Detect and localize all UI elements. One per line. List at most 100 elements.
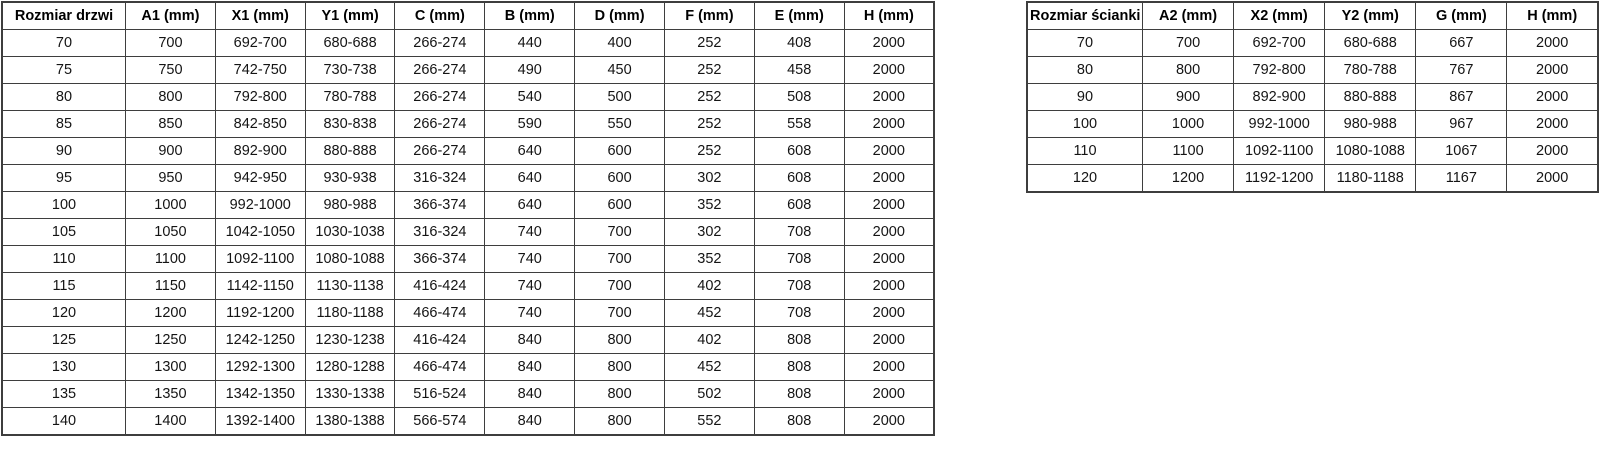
table-cell: 100 [1,191,126,219]
table-row: 125 1250 1242-1250 1230-1238 416-424 840 800 40… [1,326,935,354]
column-header: D (mm) [574,1,665,30]
table-cell: 252 [663,29,755,57]
table-cell: 600 [574,191,665,219]
table-cell: 900 [125,137,216,165]
table-cell: 700 [574,272,665,300]
table-cell: 266-274 [394,56,486,84]
table-cell: 800 [574,353,665,381]
table-cell: 416-424 [394,326,486,354]
table-row: 95 950 942-950 930-938 316-324 640 600 302 608 20… [1,164,935,192]
table-cell: 600 [574,164,665,192]
table-cell: 120 [1,299,126,327]
table-cell: 252 [663,83,755,111]
door-sizes-table-body: 70 700 692-700 680-688 266-274 440 400 252 408 20… [1,29,935,436]
column-header: Rozmiar drzwi [1,1,126,30]
table-cell: 1350 [125,380,216,408]
table-cell: 2000 [843,272,935,300]
table-cell: 1067 [1415,137,1508,165]
table-cell: 516-524 [394,380,486,408]
table-cell: 2000 [843,56,935,84]
table-cell: 840 [484,326,576,354]
table-cell: 266-274 [394,137,486,165]
table-cell: 800 [574,380,665,408]
table-cell: 1192-1200 [1233,164,1326,193]
table-cell: 2000 [1506,56,1599,84]
table-cell: 1400 [125,407,216,436]
table-cell: 1000 [1141,110,1235,138]
table-cell: 608 [753,137,845,165]
table-cell: 942-950 [214,164,306,192]
table-cell: 550 [574,110,665,138]
table-cell: 980-988 [304,191,396,219]
table-cell: 70 [1026,29,1143,57]
table-cell: 466-474 [394,353,486,381]
table-cell: 2000 [843,137,935,165]
table-cell: 590 [484,110,576,138]
table-cell: 352 [663,245,755,273]
table-cell: 80 [1026,56,1143,84]
table-cell: 708 [753,299,845,327]
table-cell: 316-324 [394,218,486,246]
table-cell: 266-274 [394,29,486,57]
wall-sizes-table: Rozmiar ścianki A2 (mm) X2 (mm) Y2 (mm) G (m… [1026,1,1599,193]
table-cell: 85 [1,110,126,138]
table-row: 110 1100 1092-1100 1080-1088 366-374 740 700 35… [1,245,935,273]
table-cell: 892-900 [1233,83,1326,111]
table-cell: 1100 [125,245,216,273]
table-cell: 2000 [843,29,935,57]
table-cell: 252 [663,110,755,138]
table-cell: 416-424 [394,272,486,300]
table-cell: 640 [484,164,576,192]
table-cell: 2000 [1506,137,1599,165]
table-cell: 700 [574,218,665,246]
table-cell: 900 [1141,83,1235,111]
table-cell: 100 [1026,110,1143,138]
table-cell: 266-274 [394,83,486,111]
column-header: H (mm) [1506,1,1599,30]
column-header: E (mm) [753,1,845,30]
table-cell: 1050 [125,218,216,246]
table-cell: 1142-1150 [214,272,306,300]
table-cell: 780-788 [304,83,396,111]
table-cell: 808 [753,380,845,408]
table-cell: 140 [1,407,126,436]
table-cell: 2000 [843,83,935,111]
table-cell: 75 [1,56,126,84]
table-cell: 740 [484,299,576,327]
table-cell: 70 [1,29,126,57]
column-header: F (mm) [663,1,755,30]
table-row: 105 1050 1042-1050 1030-1038 316-324 740 700 30… [1,218,935,246]
table-cell: 2000 [1506,29,1599,57]
table-cell: 1200 [125,299,216,327]
table-cell: 840 [484,353,576,381]
table-row: 90 900 892-900 880-888 266-274 640 600 252 608 20… [1,137,935,165]
table-cell: 808 [753,353,845,381]
table-cell: 1392-1400 [214,407,306,436]
table-cell: 2000 [843,218,935,246]
table-cell: 1092-1100 [214,245,306,273]
table-cell: 930-938 [304,164,396,192]
table-row: 130 1300 1292-1300 1280-1288 466-474 840 800 45… [1,353,935,381]
table-cell: 1180-1188 [304,299,396,327]
table-cell: 850 [125,110,216,138]
table-cell: 1330-1338 [304,380,396,408]
table-cell: 1030-1038 [304,218,396,246]
table-cell: 967 [1415,110,1508,138]
door-sizes-table: Rozmiar drzwi A1 (mm) X1 (mm) Y1 (mm) C (mm)… [1,1,935,436]
table-cell: 1300 [125,353,216,381]
table-cell: 608 [753,191,845,219]
table-cell: 730-738 [304,56,396,84]
header-row: Rozmiar ścianki A2 (mm) X2 (mm) Y2 (mm) G (m… [1026,1,1599,30]
table-cell: 800 [125,83,216,111]
table-cell: 500 [574,83,665,111]
table-cell: 1200 [1141,164,1235,193]
door-sizes-table-header: Rozmiar drzwi A1 (mm) X1 (mm) Y1 (mm) C (mm)… [1,1,935,30]
table-cell: 708 [753,272,845,300]
table-cell: 366-374 [394,245,486,273]
table-cell: 452 [663,353,755,381]
table-cell: 366-374 [394,191,486,219]
table-cell: 1080-1088 [1324,137,1417,165]
table-cell: 1380-1388 [304,407,396,436]
table-cell: 452 [663,299,755,327]
table-cell: 352 [663,191,755,219]
